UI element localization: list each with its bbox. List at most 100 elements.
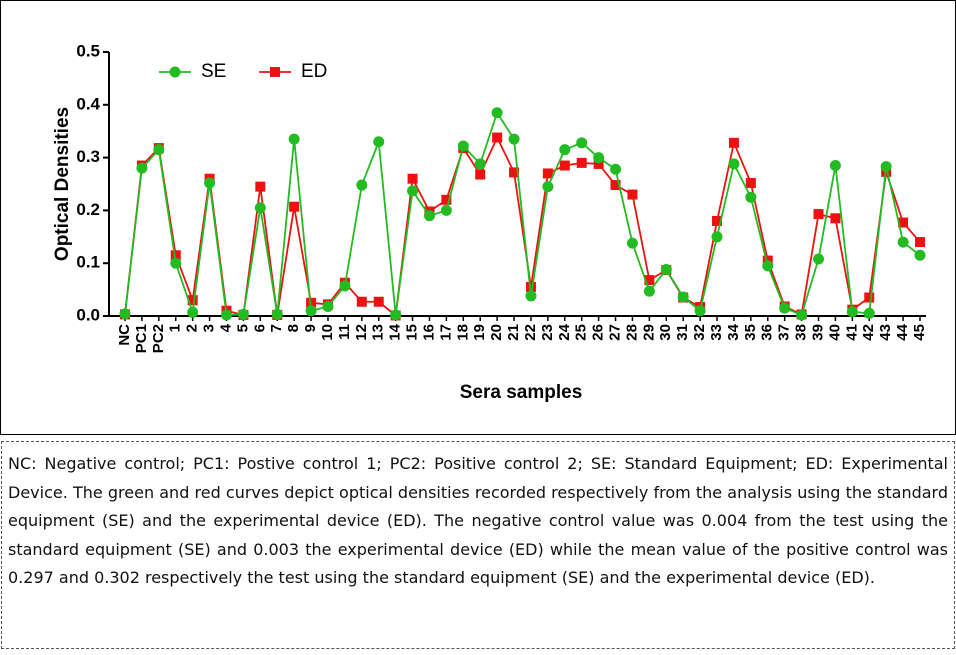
x-tick-label: 44 [894,323,911,340]
y-tick-label: 0.2 [76,200,100,219]
point [170,250,181,261]
point [745,191,757,203]
x-tick-label: 40 [826,324,843,341]
chart: Optical Densities Sera samples 0.0 0.1 0.2… [52,41,928,403]
point [779,302,791,314]
x-tick-label: 39 [809,324,826,341]
x-tick-label: 20 [488,324,505,341]
x-tick-label: 38 [793,324,810,341]
x-tick-label: 18 [454,324,471,341]
point [356,179,368,191]
y-tick-label: 0.5 [76,41,100,60]
point [475,169,486,180]
point [440,204,452,216]
x-tick-label: 33 [708,324,725,341]
point [525,281,536,292]
point [813,209,824,220]
x-tick-label: 34 [725,323,742,340]
x-tick-label: 22 [522,324,539,341]
point [914,249,926,261]
point [542,168,553,179]
x-tick-label: 29 [640,324,657,341]
point [829,160,841,172]
x-tick-label: NC [116,324,133,346]
point [423,210,435,222]
series-line [124,135,921,318]
caption: NC: Negative control; PC1: Postive contr… [1,441,955,649]
point [711,231,723,243]
x-axis-title: Sera samples [460,382,583,403]
point [863,307,875,319]
x-tick-label: 11 [336,324,353,340]
x-tick-label: 16 [420,324,437,341]
point [153,144,165,156]
x-tick-label: 5 [234,324,251,332]
point [339,280,351,292]
point [373,296,384,307]
x-tick-label: 28 [623,324,640,341]
point [728,158,740,170]
point [677,291,689,303]
x-tick-label: 14 [387,323,404,340]
point [762,260,774,272]
x-tick-label: 6 [251,324,268,332]
x-tick-label: 26 [590,324,607,341]
series-line [124,110,921,317]
point [576,157,587,168]
point [170,257,182,269]
point [626,237,638,249]
point [660,264,672,276]
x-tick-label: 42 [860,324,877,341]
point [542,181,554,193]
point [136,162,148,174]
x-tick-label: 10 [319,324,336,341]
point [880,161,892,173]
point [897,236,909,248]
x-tick-label: 4 [217,323,234,332]
point [728,137,739,148]
point [390,309,402,321]
x-tick-label: 32 [691,324,708,341]
x-tick-label: 45 [911,324,928,341]
x-tick-label: 12 [353,324,370,341]
point [187,306,199,318]
point [220,309,232,321]
x-tick-label: 31 [674,324,691,341]
point [305,305,317,317]
chart-panel: Optical Densities Sera samples 0.0 0.1 0.2… [0,0,956,435]
point [559,160,570,171]
point [694,305,706,317]
x-tick-label: 7 [268,324,285,332]
point [915,237,925,248]
x-tick-label: 35 [742,324,759,341]
point [627,189,638,200]
point [509,167,520,178]
x-tick-label: 23 [539,324,556,341]
x-tick-label: 15 [404,324,421,341]
x-tick-label: 19 [471,324,488,341]
point [407,173,418,184]
y-tick-label: 0.3 [76,147,100,166]
point [559,144,571,156]
x-tick-label: 25 [573,324,590,341]
point [254,202,266,214]
y-tick-label: 0.1 [76,253,100,272]
legend-label: SE [201,61,226,82]
point [373,136,385,148]
y-tick-label: 0.4 [76,94,100,113]
x-tick-label: PC1 [133,324,150,353]
point [593,158,604,169]
point [712,215,723,226]
legend-marker [169,66,181,78]
point [322,300,334,312]
x-tick-label: 21 [505,324,522,341]
point [119,308,131,320]
x-tick-label: 24 [556,323,573,340]
point [288,133,300,145]
point [830,213,841,224]
point [255,181,266,192]
legend-marker [270,67,280,77]
point [492,132,503,143]
point [593,152,605,164]
